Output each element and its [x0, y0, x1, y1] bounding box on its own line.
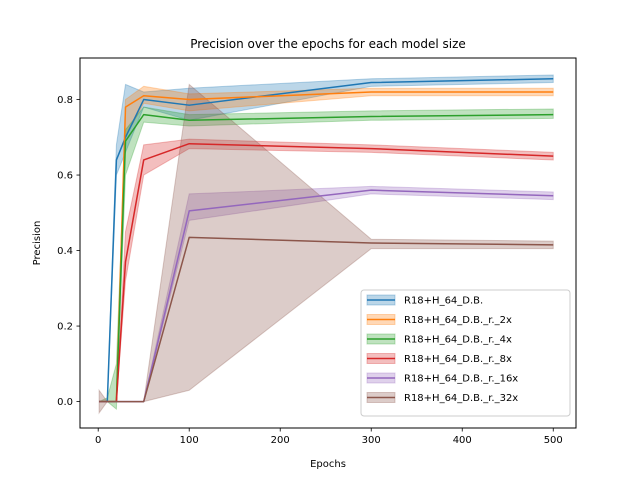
- x-axis-ticks: 0 100 200 300 400 500: [95, 428, 563, 446]
- legend-label: R18+H_64_D.B._r._16x: [404, 374, 518, 385]
- x-tick-label: 100: [180, 435, 199, 446]
- x-axis-label: Epochs: [310, 459, 346, 470]
- y-tick-label: 0.2: [57, 322, 73, 333]
- series-lines: [99, 78, 554, 403]
- y-tick-label: 0.8: [57, 95, 73, 106]
- x-tick-label: 0: [95, 435, 101, 446]
- x-tick-label: 300: [362, 435, 381, 446]
- y-tick-label: 0.6: [57, 171, 73, 182]
- x-tick-label: 400: [453, 435, 472, 446]
- line-series-6: [99, 236, 554, 403]
- plot-area-frame: [79, 57, 577, 429]
- x-tick-label: 200: [271, 435, 290, 446]
- y-axis-ticks: 0.0 0.2 0.4 0.6 0.8: [57, 95, 80, 408]
- line-series-1: [99, 78, 554, 403]
- legend-label: R18+H_64_D.B._r._4x: [404, 335, 512, 346]
- legend-label: R18+H_64_D.B._r._32x: [404, 393, 518, 404]
- y-tick-label: 0.4: [57, 246, 73, 257]
- y-tick-label: 0.0: [57, 397, 73, 408]
- chart-title: Precision over the epochs for each model…: [190, 37, 466, 51]
- band-series-1: [99, 74, 554, 403]
- legend: R18+H_64_D.B. R18+H_64_D.B._r._2x R18+H_64…: [360, 289, 571, 417]
- legend-label: R18+H_64_D.B.: [404, 296, 483, 307]
- legend-box: [360, 289, 571, 417]
- x-tick-label: 500: [544, 435, 563, 446]
- legend-label: R18+H_64_D.B._r._2x: [404, 315, 512, 326]
- y-axis-label: Precision: [32, 221, 43, 266]
- legend-label: R18+H_64_D.B._r._8x: [404, 354, 512, 365]
